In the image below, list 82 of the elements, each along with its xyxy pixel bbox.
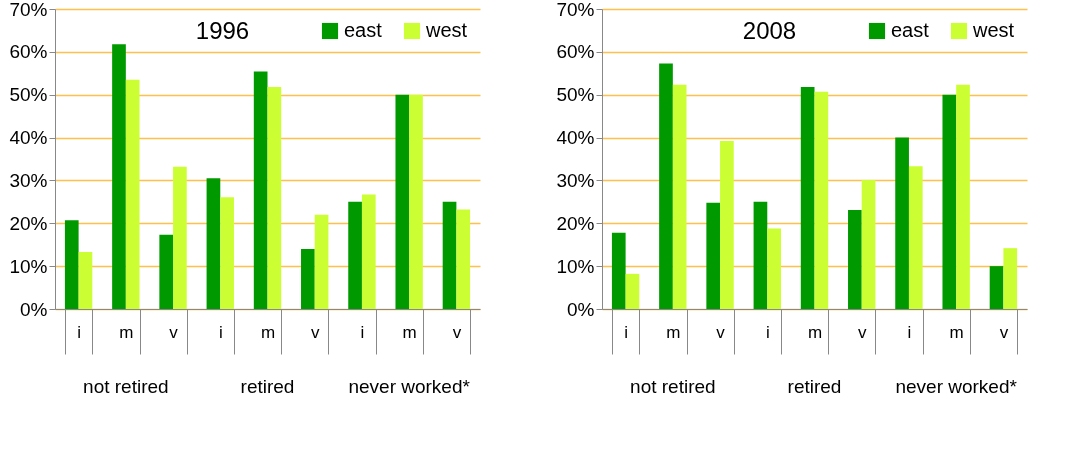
x-tick-label: m xyxy=(260,322,276,342)
y-tick-label: 10% xyxy=(556,255,595,277)
x-tick-label: m xyxy=(402,322,417,342)
bar xyxy=(301,249,315,309)
x-tick-label: i xyxy=(77,322,81,342)
legend-label: west xyxy=(972,19,1015,41)
y-tick-label: 0% xyxy=(20,298,48,320)
bar xyxy=(611,232,626,309)
y-tick-label: 40% xyxy=(9,127,48,149)
x-tick-label: i xyxy=(765,322,770,342)
bar xyxy=(720,141,734,309)
y-tick-label: 60% xyxy=(556,41,595,63)
x-tick-label: i xyxy=(360,322,365,342)
bar xyxy=(267,87,282,309)
x-tick-label: i xyxy=(624,322,628,342)
legend-label: east xyxy=(344,19,383,41)
bar xyxy=(442,201,457,309)
bar xyxy=(456,209,471,309)
x-tick-label: m xyxy=(807,322,823,342)
x-tick-label: v xyxy=(452,322,462,342)
bar xyxy=(659,63,673,309)
bar xyxy=(800,87,815,309)
bar xyxy=(159,234,174,309)
bar xyxy=(625,273,640,309)
text: not retired xyxy=(630,376,716,397)
bar xyxy=(253,71,268,309)
y-tick-label: 30% xyxy=(556,169,595,191)
bar xyxy=(848,210,862,309)
bar xyxy=(409,94,423,309)
bar xyxy=(672,84,687,309)
y-tick-label: 40% xyxy=(556,127,595,149)
bar xyxy=(1003,248,1018,309)
text: never worked* xyxy=(895,376,1018,397)
bar xyxy=(78,252,93,309)
bar xyxy=(348,201,362,309)
x-tick-label: m xyxy=(666,322,681,342)
x-tick-label: v xyxy=(999,322,1009,342)
x-tick-label: v xyxy=(857,322,867,342)
bar xyxy=(942,94,957,309)
y-tick-label: 50% xyxy=(556,84,595,106)
bar xyxy=(814,91,829,309)
bar xyxy=(361,194,376,309)
y-tick-label: 30% xyxy=(9,169,48,191)
bar xyxy=(206,178,221,309)
bar xyxy=(767,228,781,309)
chart-title: 1996 xyxy=(195,17,250,44)
x-tick-label: i xyxy=(907,322,912,342)
bar xyxy=(956,84,970,309)
bar xyxy=(861,180,876,309)
y-tick-label: 50% xyxy=(9,84,48,106)
y-tick-label: 0% xyxy=(567,298,595,320)
bar xyxy=(395,94,410,309)
bar xyxy=(706,202,721,309)
bar xyxy=(173,166,187,309)
y-tick-label: 70% xyxy=(9,0,48,20)
y-tick-label: 20% xyxy=(556,212,595,234)
bar xyxy=(895,137,909,309)
text: never worked* xyxy=(348,376,471,397)
x-tick-label: v xyxy=(169,322,179,342)
legend-label: east xyxy=(891,19,930,41)
y-tick-label: 60% xyxy=(9,41,48,63)
bar xyxy=(220,197,234,309)
bar xyxy=(64,220,79,309)
x-tick-label: m xyxy=(119,322,134,342)
x-tick-label: m xyxy=(949,322,964,342)
y-tick-label: 20% xyxy=(9,212,48,234)
text: retired xyxy=(787,376,842,397)
text: retired xyxy=(240,376,295,397)
bar xyxy=(112,44,126,309)
bar xyxy=(908,166,923,309)
bar xyxy=(125,79,140,309)
x-tick-label: i xyxy=(218,322,223,342)
legend-label: west xyxy=(425,19,468,41)
chart-title: 2008 xyxy=(742,17,797,44)
x-tick-label: v xyxy=(716,322,726,342)
bar xyxy=(314,214,329,309)
y-tick-label: 70% xyxy=(556,0,595,20)
bar xyxy=(989,266,1004,309)
x-tick-label: v xyxy=(310,322,320,342)
y-tick-label: 10% xyxy=(9,255,48,277)
bar xyxy=(753,201,768,309)
text: not retired xyxy=(83,376,169,397)
